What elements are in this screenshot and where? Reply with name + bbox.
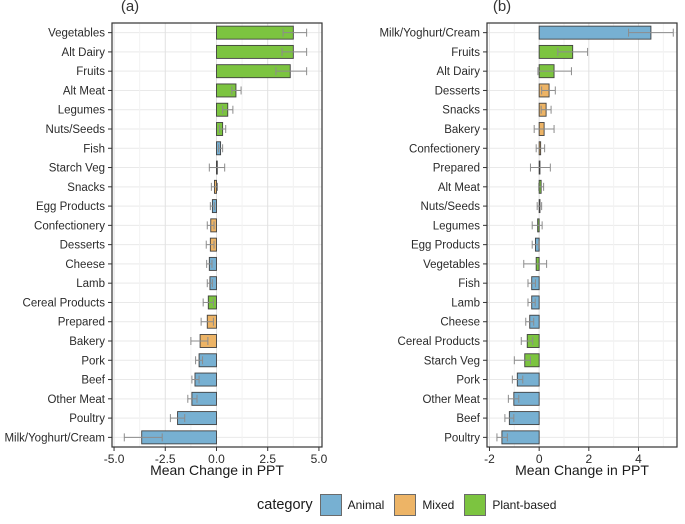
- y-axis-label-fish: Fish: [458, 278, 480, 290]
- y-axis-label-poultry: Poultry: [444, 432, 480, 444]
- y-axis-label-vegetables: Vegetables: [48, 28, 105, 40]
- y-axis-label-bakery: Bakery: [69, 336, 105, 348]
- y-axis-label-other-meat: Other Meat: [422, 394, 480, 406]
- y-axis-label-nuts-seeds: Nuts/Seeds: [421, 201, 481, 213]
- legend-item-animal: Animal: [319, 494, 385, 516]
- panel-a-title: (a): [120, 0, 140, 15]
- legend-label-plant-based: Plant-based: [492, 498, 557, 512]
- y-axis-label-fruits: Fruits: [451, 47, 480, 59]
- y-axis-label-starch-veg: Starch Veg: [424, 355, 480, 367]
- x-tick-label: 4: [635, 452, 642, 466]
- panel-b-border: [486, 22, 678, 448]
- y-axis-label-beef: Beef: [81, 375, 105, 387]
- y-axis-label-other-meat: Other Meat: [47, 394, 105, 406]
- panel-b-x-axis-title: Mean Change in PPT: [515, 462, 649, 478]
- y-axis-label-snacks: Snacks: [67, 182, 105, 194]
- legend: category Animal Mixed Plant-based: [257, 494, 566, 516]
- legend-title: category: [257, 497, 313, 513]
- y-axis-label-prepared: Prepared: [433, 163, 480, 175]
- x-tick-label: 0: [536, 452, 543, 466]
- y-axis-label-fish: Fish: [83, 143, 105, 155]
- x-tick-label: 5.0: [311, 452, 328, 466]
- y-axis-label-pork: Pork: [456, 375, 480, 387]
- y-axis-label-lamb: Lamb: [451, 297, 480, 309]
- y-axis-label-egg-products: Egg Products: [411, 240, 480, 252]
- y-axis-label-alt-meat: Alt Meat: [438, 182, 481, 194]
- panel-a-x-axis-title: Mean Change in PPT: [150, 462, 284, 478]
- y-axis-label-vegetables: Vegetables: [423, 259, 480, 271]
- y-axis-label-egg-products: Egg Products: [36, 201, 105, 213]
- y-axis-label-nuts-seeds: Nuts/Seeds: [46, 124, 106, 136]
- y-axis-label-fruits: Fruits: [76, 66, 105, 78]
- y-axis-label-desserts: Desserts: [60, 240, 106, 252]
- legend-label-mixed: Mixed: [422, 498, 455, 512]
- y-axis-label-beef: Beef: [456, 413, 480, 425]
- y-axis-label-confectionery: Confectionery: [409, 143, 480, 155]
- y-axis-label-alt-meat: Alt Meat: [63, 85, 106, 97]
- y-axis-label-prepared: Prepared: [58, 317, 105, 329]
- x-tick-label: -2.5: [155, 452, 176, 466]
- panel-b-background: [487, 23, 677, 447]
- y-axis-label-cereal-products: Cereal Products: [398, 336, 481, 348]
- x-tick-label: 2.5: [259, 452, 276, 466]
- panel-a-border: [111, 22, 323, 448]
- y-axis-label-desserts: Desserts: [435, 85, 481, 97]
- y-axis-label-lamb: Lamb: [76, 278, 105, 290]
- y-axis-label-legumes: Legumes: [433, 220, 481, 232]
- panel-b-title: (b): [492, 0, 512, 15]
- y-axis-label-cheese: Cheese: [440, 317, 480, 329]
- legend-label-animal: Animal: [347, 498, 385, 512]
- y-axis-label-starch-veg: Starch Veg: [49, 163, 105, 175]
- y-axis-label-confectionery: Confectionery: [34, 220, 105, 232]
- x-tick-label: 2: [585, 452, 592, 466]
- legend-item-plant-based: Plant-based: [464, 494, 556, 516]
- y-axis-label-cheese: Cheese: [65, 259, 105, 271]
- square-swatch-icon: [319, 494, 342, 516]
- x-tick-label: 0.0: [208, 452, 225, 466]
- y-axis-label-alt-dairy: Alt Dairy: [62, 47, 106, 59]
- y-axis-label-milk-yoghurt-cream: Milk/Yoghurt/Cream: [4, 432, 105, 444]
- y-axis-label-milk-yoghurt-cream: Milk/Yoghurt/Cream: [379, 28, 480, 40]
- y-axis-label-bakery: Bakery: [444, 124, 480, 136]
- x-tick-label: -5.0: [104, 452, 125, 466]
- bar-vegetables: [216, 25, 294, 40]
- y-axis-label-snacks: Snacks: [442, 105, 480, 117]
- square-swatch-icon: [464, 494, 487, 516]
- y-axis-label-pork: Pork: [81, 355, 105, 367]
- y-axis-label-cereal-products: Cereal Products: [23, 297, 106, 309]
- y-axis-label-legumes: Legumes: [58, 105, 106, 117]
- legend-item-mixed: Mixed: [394, 494, 454, 516]
- y-axis-label-alt-dairy: Alt Dairy: [437, 66, 481, 78]
- y-axis-label-poultry: Poultry: [69, 413, 105, 425]
- x-tick-label: -2: [484, 452, 495, 466]
- square-swatch-icon: [394, 494, 417, 516]
